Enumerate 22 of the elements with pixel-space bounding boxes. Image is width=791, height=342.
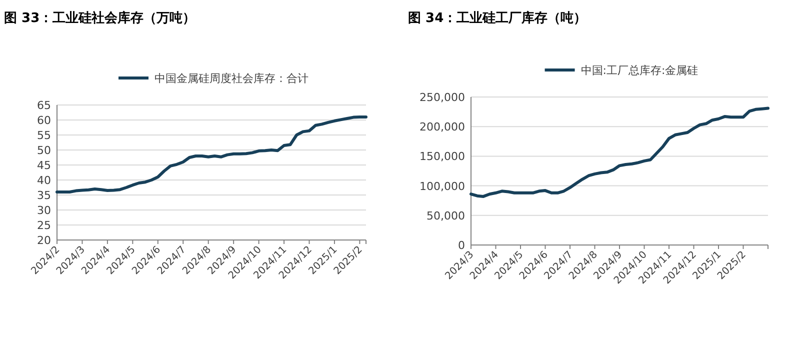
y-tick-label: 65 <box>37 99 51 112</box>
y-tick-label: 35 <box>37 189 51 202</box>
y-tick-label: 200,000 <box>420 120 465 134</box>
chart-title: 图 33：工业硅社会库存（万吨） <box>4 10 196 26</box>
legend-label: 中国金属硅周度社会库存：合计 <box>154 72 308 85</box>
y-tick-label: 20 <box>37 234 51 247</box>
y-tick-label: 100,000 <box>420 180 465 193</box>
chart-title: 图 34：工业硅工厂库存（吨） <box>408 10 587 26</box>
legend-label: 中国:工厂总库存:金属硅 <box>580 64 698 77</box>
y-tick-label: 25 <box>37 219 51 232</box>
y-tick-label: 30 <box>37 204 51 217</box>
y-tick-label: 45 <box>37 159 51 172</box>
line-series <box>56 116 368 194</box>
y-tick-label: 50 <box>37 144 51 157</box>
y-tick-label: 60 <box>37 114 51 127</box>
line-series <box>470 106 770 198</box>
y-tick-label: 250,000 <box>420 91 465 104</box>
y-tick-label: 40 <box>37 174 51 187</box>
y-tick-label: 55 <box>37 129 51 142</box>
y-tick-label: 0 <box>458 239 465 252</box>
y-tick-label: 150,000 <box>420 150 465 164</box>
y-tick-label: 50,000 <box>426 209 465 222</box>
